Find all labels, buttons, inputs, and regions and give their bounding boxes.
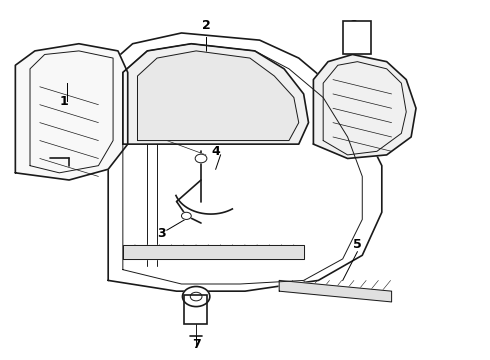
Polygon shape (15, 44, 128, 180)
Polygon shape (279, 280, 392, 302)
Polygon shape (123, 44, 309, 144)
Polygon shape (123, 244, 304, 259)
Text: 5: 5 (353, 238, 362, 251)
Text: 4: 4 (211, 145, 220, 158)
Bar (184, 296, 207, 324)
Text: 2: 2 (201, 19, 210, 32)
Polygon shape (314, 54, 416, 158)
Text: 1: 1 (60, 95, 69, 108)
Circle shape (181, 212, 191, 220)
Circle shape (195, 154, 207, 163)
Text: 3: 3 (158, 227, 166, 240)
Circle shape (182, 287, 210, 307)
Bar (343, 22, 371, 54)
Polygon shape (138, 51, 299, 140)
Polygon shape (108, 33, 382, 291)
Text: 6: 6 (348, 19, 357, 32)
Text: 7: 7 (192, 338, 200, 351)
